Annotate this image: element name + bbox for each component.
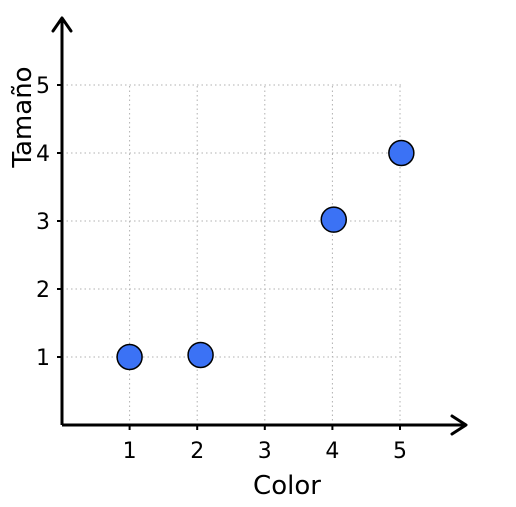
x-tick-label: 2 xyxy=(190,439,204,464)
y-tick-label: 5 xyxy=(36,74,50,99)
data-point xyxy=(187,341,214,369)
data-point xyxy=(116,343,143,371)
axes xyxy=(51,16,468,436)
y-axis-title: Tamaño xyxy=(8,66,38,168)
data-points xyxy=(116,139,415,371)
data-point xyxy=(320,206,348,233)
y-tick-label: 1 xyxy=(36,346,50,371)
y-tick-label: 3 xyxy=(36,210,50,235)
y-axis-arrow xyxy=(51,16,73,33)
y-tick-label: 2 xyxy=(36,278,50,303)
data-point xyxy=(388,139,415,167)
x-tick-label: 5 xyxy=(393,439,407,464)
x-axis-title: Color xyxy=(253,471,321,501)
x-tick-label: 3 xyxy=(258,439,272,464)
y-tick-label: 4 xyxy=(36,142,50,167)
x-axis-arrow xyxy=(450,414,468,436)
x-tick-label: 1 xyxy=(123,439,137,464)
grid xyxy=(62,83,402,425)
x-tick-label: 4 xyxy=(325,439,339,464)
ticks: 1 2 3 4 5 1 2 3 4 5 xyxy=(36,74,407,464)
